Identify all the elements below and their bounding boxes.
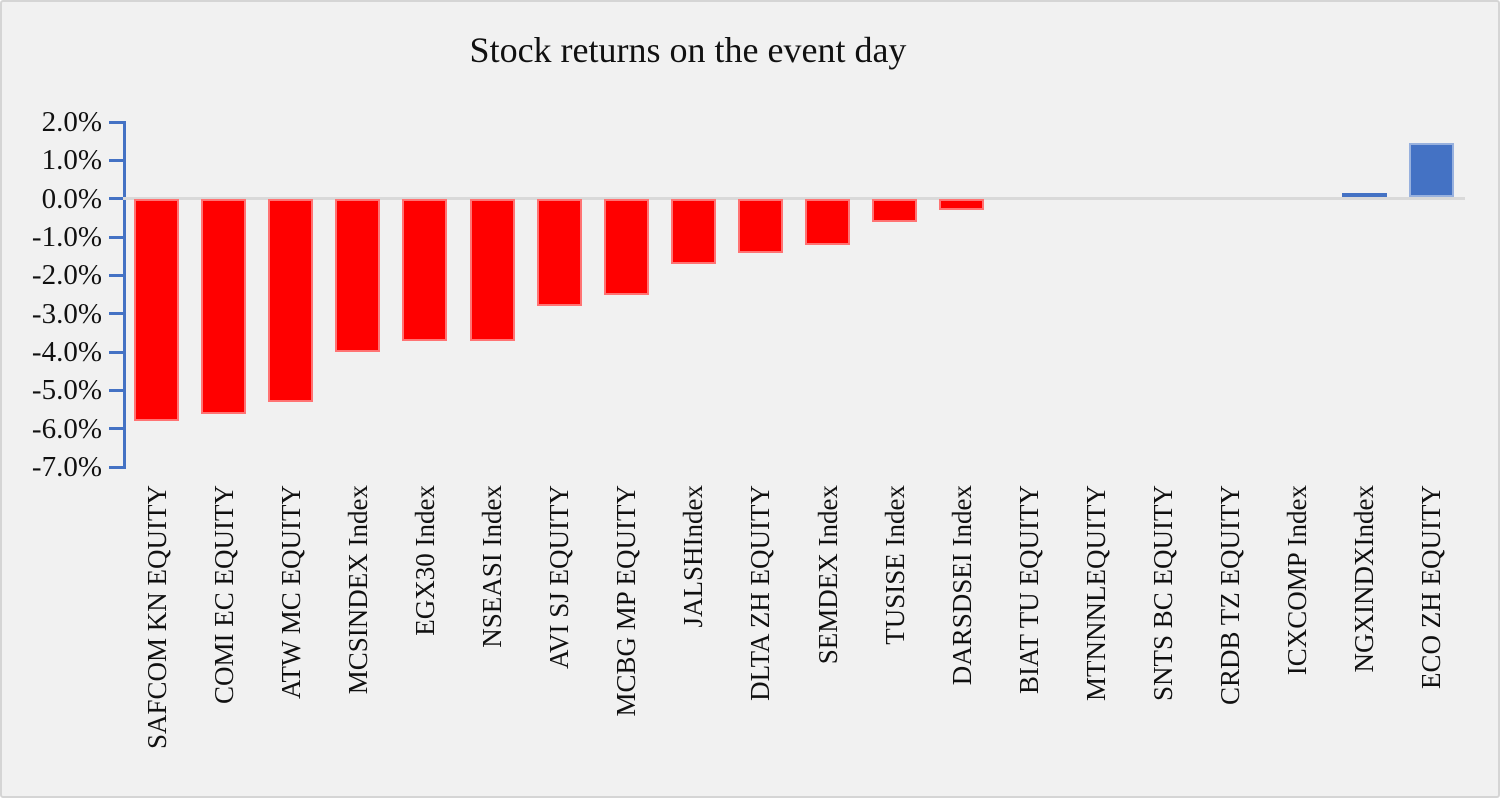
bar-avi-sj-equity bbox=[536, 199, 582, 307]
bar-mcsindex-index bbox=[335, 199, 381, 353]
bar-atw-mc-equity bbox=[268, 199, 314, 403]
y-axis-tick-mark bbox=[109, 235, 123, 239]
y-axis-tick-mark bbox=[109, 465, 123, 469]
x-axis-label-mcbg-mp-equity: MCBG MP EQUITY bbox=[611, 485, 642, 717]
x-axis-label-darsdsei-index: DARSDSEI Index bbox=[946, 485, 977, 686]
zero-gridline bbox=[123, 197, 1465, 200]
x-axis-label-semdex-index: SEMDEX Index bbox=[812, 485, 843, 665]
y-axis-tick-label: -5.0% bbox=[31, 374, 102, 407]
y-axis-tick-label: -3.0% bbox=[31, 297, 102, 330]
y-axis-tick-label: -6.0% bbox=[31, 412, 102, 445]
bar-comi-ec-equity bbox=[201, 199, 247, 414]
x-axis-label-eco-zh-equity: ECO ZH EQUITY bbox=[1416, 485, 1447, 689]
y-axis-tick-mark bbox=[109, 427, 123, 431]
x-axis-label-tusise-index: TUSISE Index bbox=[879, 485, 910, 645]
bar-safcom-kn-equity bbox=[134, 199, 179, 422]
y-axis-tick-mark bbox=[109, 273, 123, 277]
x-axis-label-jalshindex: JALSHIndex bbox=[678, 485, 709, 628]
y-axis-tick-mark bbox=[109, 388, 123, 392]
x-axis-label-snts-bc-equity: SNTS BC EQUITY bbox=[1148, 485, 1178, 702]
x-axis-label-comi-ec-equity: COMI EC EQUITY bbox=[208, 485, 239, 704]
bar-ngxindxindex bbox=[1341, 193, 1387, 197]
y-axis-tick-label: -1.0% bbox=[31, 221, 102, 254]
x-axis-label-avi-sj-equity: AVI SJ EQUITY bbox=[544, 485, 575, 670]
x-axis-label-mcsindex-index: MCSINDEX Index bbox=[342, 485, 373, 695]
y-axis-tick-mark bbox=[109, 312, 123, 316]
x-axis-label-biat-tu-equity: BIAT TU EQUITY bbox=[1013, 485, 1044, 694]
y-axis-tick-mark bbox=[109, 350, 123, 354]
bar-tusise-index bbox=[872, 199, 918, 222]
x-axis-label-mtnnnlequity: MTNNNLEQUITY bbox=[1080, 485, 1111, 701]
chart-title: Stock returns on the event day bbox=[469, 30, 907, 70]
x-axis-label-atw-mc-equity: ATW MC EQUITY bbox=[275, 485, 306, 699]
y-axis-tick-mark bbox=[109, 120, 123, 124]
x-axis-label-safcom-kn-equity: SAFCOM KN EQUITY bbox=[141, 485, 172, 750]
y-axis-tick-label: 2.0% bbox=[41, 106, 102, 139]
x-axis-label-nseasi-index: NSEASI Index bbox=[477, 485, 507, 648]
y-axis-tick-mark bbox=[109, 158, 123, 162]
x-axis-label-dlta-zh-equity: DLTA ZH EQUITY bbox=[745, 485, 776, 701]
x-axis-label-icxcomp-index: ICXCOMP Index bbox=[1282, 485, 1313, 676]
bar-mcbg-mp-equity bbox=[603, 199, 649, 295]
bar-dlta-zh-equity bbox=[737, 199, 783, 253]
x-axis-label-egx30-index: EGX30 Index bbox=[409, 485, 440, 636]
bar-jalshindex bbox=[670, 199, 716, 265]
bar-darsdsei-index bbox=[939, 199, 985, 211]
y-axis-tick-label: 1.0% bbox=[41, 144, 102, 177]
bar-semdex-index bbox=[805, 199, 850, 245]
bar-nseasi-index bbox=[469, 199, 515, 341]
y-axis-tick-label: -4.0% bbox=[31, 336, 102, 369]
y-axis-tick-label: 0.0% bbox=[41, 182, 102, 215]
bar-egx30-index bbox=[402, 199, 448, 341]
y-axis-tick-label: -2.0% bbox=[31, 259, 102, 292]
x-axis-label-ngxindxindex: NGXINDXIndex bbox=[1349, 485, 1380, 673]
y-axis-tick-mark bbox=[109, 197, 123, 201]
y-axis-line bbox=[123, 120, 126, 469]
x-axis-label-crdb-tz-equity: CRDB TZ EQUITY bbox=[1215, 485, 1246, 705]
y-axis-tick-label: -7.0% bbox=[31, 451, 102, 483]
bar-eco-zh-equity bbox=[1408, 143, 1454, 197]
